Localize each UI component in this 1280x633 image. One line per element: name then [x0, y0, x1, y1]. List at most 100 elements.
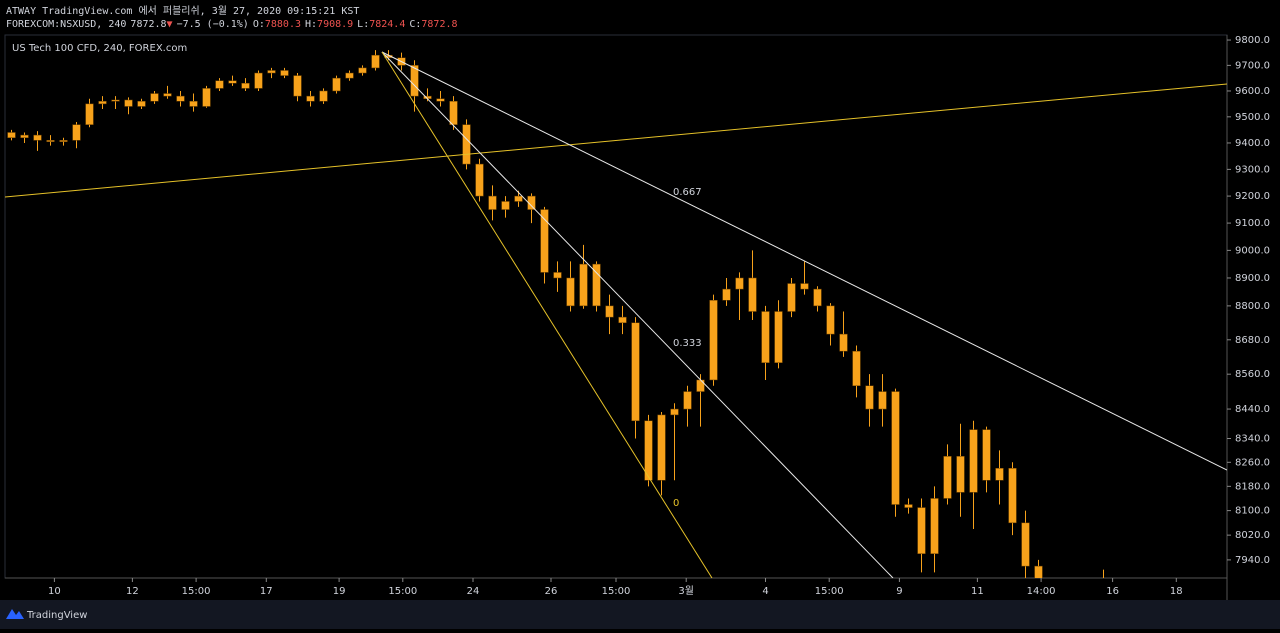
header-text: 7908.9 — [317, 19, 353, 30]
y-tick-label: 9500.0 — [1235, 112, 1270, 123]
candle-body — [150, 93, 159, 102]
candle-body — [1034, 565, 1043, 578]
candle-body — [839, 333, 848, 352]
candle-body — [631, 322, 640, 422]
y-tick-label: 8900.0 — [1235, 273, 1270, 284]
y-tick-label: 9800.0 — [1235, 35, 1270, 46]
x-tick-label: 11 — [971, 586, 984, 597]
candle-body — [137, 101, 146, 107]
candle-body — [319, 90, 328, 102]
fan-label: 0.667 — [673, 187, 702, 198]
candle-body — [111, 99, 120, 102]
header-text: 7872.8 — [130, 19, 166, 30]
candle-body — [1008, 468, 1017, 524]
candle-body — [813, 288, 822, 307]
candle-body — [904, 504, 913, 508]
publisher: ATWAY TradingView.com 에서 퍼블리쉬, 3월 27, 20… — [6, 5, 359, 17]
footer — [0, 600, 1280, 629]
candle-body — [852, 350, 861, 386]
y-tick-label: 8340.0 — [1235, 433, 1270, 444]
fan-label: 0.333 — [673, 338, 702, 349]
fan-line — [381, 51, 1227, 471]
x-tick-label: 9 — [896, 586, 902, 597]
candle-body — [800, 283, 809, 290]
candle-body — [163, 93, 172, 97]
y-tick-label: 9400.0 — [1235, 138, 1270, 149]
candle-body — [748, 277, 757, 312]
symbol-row: FOREXCOM:NSXUSD, 240 7872.8 ▼ −7.5 (−0.1%) O… — [6, 19, 458, 30]
candle-body — [735, 277, 744, 290]
candle-body — [566, 277, 575, 307]
candle-body — [969, 429, 978, 493]
x-tick-label: 26 — [545, 586, 558, 597]
candle-body — [462, 124, 471, 165]
candle-body — [46, 140, 55, 142]
candle-body — [254, 72, 263, 89]
y-tick-label: 9300.0 — [1235, 164, 1270, 175]
y-tick-label: 8680.0 — [1235, 335, 1270, 346]
x-tick-label: 19 — [333, 586, 346, 597]
candle-body — [488, 195, 497, 210]
trend-line — [5, 83, 1227, 198]
x-tick-label: 15:00 — [602, 586, 631, 597]
candle-body — [358, 67, 367, 74]
candle-body — [241, 83, 250, 89]
candle-body — [579, 263, 588, 307]
ticks: 9800.0 9700.0 9600.0 9500.0 9400.0 9300.0 9200… — [48, 35, 1270, 597]
candle-body — [514, 195, 523, 202]
x-tick-label: 16 — [1106, 586, 1119, 597]
y-tick-label: 9000.0 — [1235, 245, 1270, 256]
candle-body — [371, 54, 380, 69]
header-text: −7.5 (−0.1%) — [177, 19, 249, 30]
candle-body — [956, 456, 965, 493]
candle-body — [345, 72, 354, 79]
y-tick-label: 9600.0 — [1235, 86, 1270, 97]
header-text: H: — [305, 19, 317, 30]
y-tick-label: 9200.0 — [1235, 191, 1270, 202]
header-text: ▼ — [167, 19, 173, 30]
candle-body — [436, 98, 445, 102]
x-tick-label: 15:00 — [182, 586, 211, 597]
header-text: C: — [409, 19, 421, 30]
x-tick-label: 15:00 — [815, 586, 844, 597]
header-text: O: — [253, 19, 265, 30]
candle-body — [449, 101, 458, 125]
x-tick-label: 10 — [48, 586, 61, 597]
candle-body — [917, 507, 926, 554]
fan-line — [381, 51, 894, 578]
candle-body — [267, 70, 276, 74]
candle-body — [722, 288, 731, 301]
header-text: 7872.8 — [421, 19, 457, 30]
fan-line — [381, 51, 713, 578]
y-tick-label: 8180.0 — [1235, 481, 1270, 492]
y-tick-label: 8020.0 — [1235, 530, 1270, 541]
x-tick-label: 12 — [126, 586, 139, 597]
y-tick-label: 8800.0 — [1235, 301, 1270, 312]
candle-body — [787, 283, 796, 312]
candle-body — [774, 311, 783, 363]
candle-body — [891, 391, 900, 505]
candle-body — [657, 414, 666, 481]
candle-body — [696, 379, 705, 392]
candle-body — [72, 124, 81, 141]
y-tick-label: 8560.0 — [1235, 369, 1270, 380]
candle-body — [176, 95, 185, 102]
logo — [6, 609, 24, 619]
x-tick-label: 15:00 — [388, 586, 417, 597]
x-tick-label: 14:00 — [1027, 586, 1056, 597]
candle-body — [306, 95, 315, 102]
header-text: L: — [357, 19, 369, 30]
candle-body — [618, 316, 627, 324]
candle-body — [995, 468, 1004, 481]
x-tick-label: 4 — [762, 586, 768, 597]
drawings — [5, 51, 1227, 578]
candle-body — [540, 209, 549, 273]
candle-body — [930, 498, 939, 554]
candle-body — [943, 456, 952, 499]
y-tick-label: 8100.0 — [1235, 506, 1270, 517]
candle-body — [189, 101, 198, 107]
candle-body — [20, 134, 29, 138]
